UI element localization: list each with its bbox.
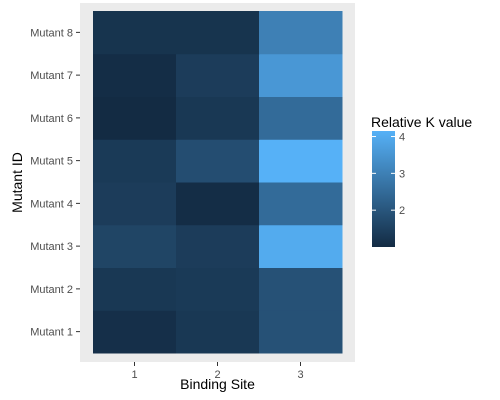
y-tick-label: Mutant 8 [30, 27, 73, 39]
heatmap-cell [176, 11, 260, 55]
x-tick-label: 1 [131, 369, 137, 381]
legend: Relative K value 2 3 4 [371, 114, 472, 247]
legend-title: Relative K value [371, 114, 472, 130]
y-tick-label: Mutant 5 [30, 156, 73, 168]
heatmap-cell [93, 96, 177, 140]
heatmap-cell [93, 139, 177, 183]
heatmap-cell [259, 182, 343, 226]
x-tick-label: 3 [297, 369, 303, 381]
heatmap-cell [93, 11, 177, 55]
heatmap-cell [176, 139, 260, 183]
heatmap-cell [259, 11, 343, 55]
heatmap-cell [176, 267, 260, 311]
x-axis-title: Binding Site [180, 376, 255, 392]
heatmap-cell [93, 182, 177, 226]
heatmap-cell [93, 267, 177, 311]
legend-tick-label: 3 [399, 168, 405, 180]
heatmap-cell [176, 224, 260, 268]
y-tick-label: Mutant 6 [30, 113, 73, 125]
heatmap-cell [259, 267, 343, 311]
y-tick-label: Mutant 4 [30, 198, 73, 210]
y-tick-label: Mutant 1 [30, 327, 73, 339]
heatmap-cells [93, 11, 343, 354]
heatmap-cell [176, 53, 260, 97]
heatmap-cell [93, 310, 177, 354]
heatmap-cell [176, 96, 260, 140]
legend-tick-label: 2 [399, 205, 405, 217]
y-tick-label: Mutant 2 [30, 284, 73, 296]
heatmap-cell [259, 53, 343, 97]
heatmap-cell [176, 182, 260, 226]
heatmap-cell [259, 96, 343, 140]
y-axis-title: Mutant ID [9, 152, 25, 213]
legend-tick-label: 4 [399, 132, 405, 144]
y-tick-label: Mutant 7 [30, 70, 73, 82]
heatmap-cell [93, 224, 177, 268]
heatmap-cell [259, 224, 343, 268]
heatmap-cell [259, 310, 343, 354]
y-tick-label: Mutant 3 [30, 241, 73, 253]
legend-colorbar [372, 131, 395, 247]
heatmap-cell [259, 139, 343, 183]
heatmap-cell [93, 53, 177, 97]
axis-ticks: 1 2 3 Mutant 1 Mutant 2 Mutant 3 Mutant 4 Mutan… [30, 27, 303, 381]
x-tick-label: 2 [214, 369, 220, 381]
heatmap-cell [176, 310, 260, 354]
